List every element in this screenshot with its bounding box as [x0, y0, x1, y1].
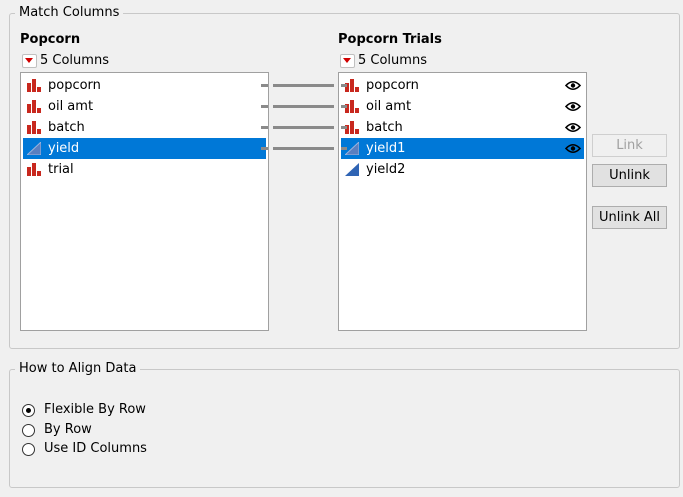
left-table-name: Popcorn: [20, 32, 81, 47]
column-name: oil amt: [366, 99, 412, 114]
link-button[interactable]: Link: [592, 134, 667, 157]
column-name: popcorn: [366, 78, 419, 93]
nominal-column-icon: [27, 100, 41, 113]
nominal-column-icon: [27, 79, 41, 92]
column-item[interactable]: popcorn: [23, 75, 266, 96]
link-line: [273, 147, 334, 150]
align-option-radio[interactable]: [22, 443, 35, 456]
column-name: yield: [48, 141, 80, 156]
right-columns-dropdown[interactable]: [340, 54, 355, 68]
match-columns-title: Match Columns: [15, 5, 124, 21]
link-line: [261, 147, 268, 150]
left-columns-list[interactable]: popcorn oil amt batch yield trial: [20, 72, 269, 331]
column-item[interactable]: trial: [23, 159, 266, 180]
align-option-radio[interactable]: [22, 424, 35, 437]
link-line: [261, 126, 268, 129]
link-line: [341, 126, 347, 129]
nominal-column-icon: [345, 79, 359, 92]
column-name: batch: [366, 120, 403, 135]
column-item[interactable]: yield: [23, 138, 266, 159]
nominal-column-icon: [27, 163, 41, 176]
link-line: [341, 84, 347, 87]
nominal-column-icon: [345, 121, 359, 134]
align-option-label[interactable]: Flexible By Row: [44, 402, 146, 417]
column-name: trial: [48, 162, 74, 177]
unlink-all-button[interactable]: Unlink All: [592, 206, 667, 229]
link-line: [273, 105, 334, 108]
eye-icon[interactable]: [565, 143, 581, 154]
column-name: yield1: [366, 141, 406, 156]
align-data-group: [9, 369, 680, 488]
right-columns-count: 5 Columns: [358, 53, 427, 68]
column-item[interactable]: oil amt: [341, 96, 584, 117]
link-line: [261, 84, 268, 87]
eye-icon[interactable]: [565, 122, 581, 133]
left-columns-dropdown[interactable]: [22, 54, 37, 68]
column-name: popcorn: [48, 78, 101, 93]
nominal-column-icon: [345, 100, 359, 113]
right-columns-list[interactable]: popcorn oil amt batch yield1 yield2: [338, 72, 587, 331]
column-item[interactable]: batch: [341, 117, 584, 138]
column-name: yield2: [366, 162, 406, 177]
continuous-column-icon: [345, 142, 359, 155]
link-line: [261, 105, 268, 108]
link-line: [273, 126, 334, 129]
column-name: oil amt: [48, 99, 94, 114]
unlink-button[interactable]: Unlink: [592, 164, 667, 187]
eye-icon[interactable]: [565, 101, 581, 112]
column-item[interactable]: yield2: [341, 159, 584, 180]
link-line: [341, 105, 347, 108]
column-item[interactable]: batch: [23, 117, 266, 138]
column-item[interactable]: popcorn: [341, 75, 584, 96]
nominal-column-icon: [27, 121, 41, 134]
link-line: [341, 147, 347, 150]
right-table-name: Popcorn Trials: [338, 32, 442, 47]
left-columns-count: 5 Columns: [40, 53, 109, 68]
eye-icon[interactable]: [565, 80, 581, 91]
align-option-label[interactable]: By Row: [44, 422, 92, 437]
align-data-title: How to Align Data: [15, 361, 141, 377]
column-name: batch: [48, 120, 85, 135]
align-option-label[interactable]: Use ID Columns: [44, 441, 147, 456]
link-line: [273, 84, 334, 87]
align-option-radio[interactable]: [22, 404, 35, 417]
continuous-column-icon: [27, 142, 41, 155]
column-item[interactable]: yield1: [341, 138, 584, 159]
continuous-column-icon: [345, 163, 359, 176]
match-columns-group: [9, 13, 680, 349]
column-item[interactable]: oil amt: [23, 96, 266, 117]
